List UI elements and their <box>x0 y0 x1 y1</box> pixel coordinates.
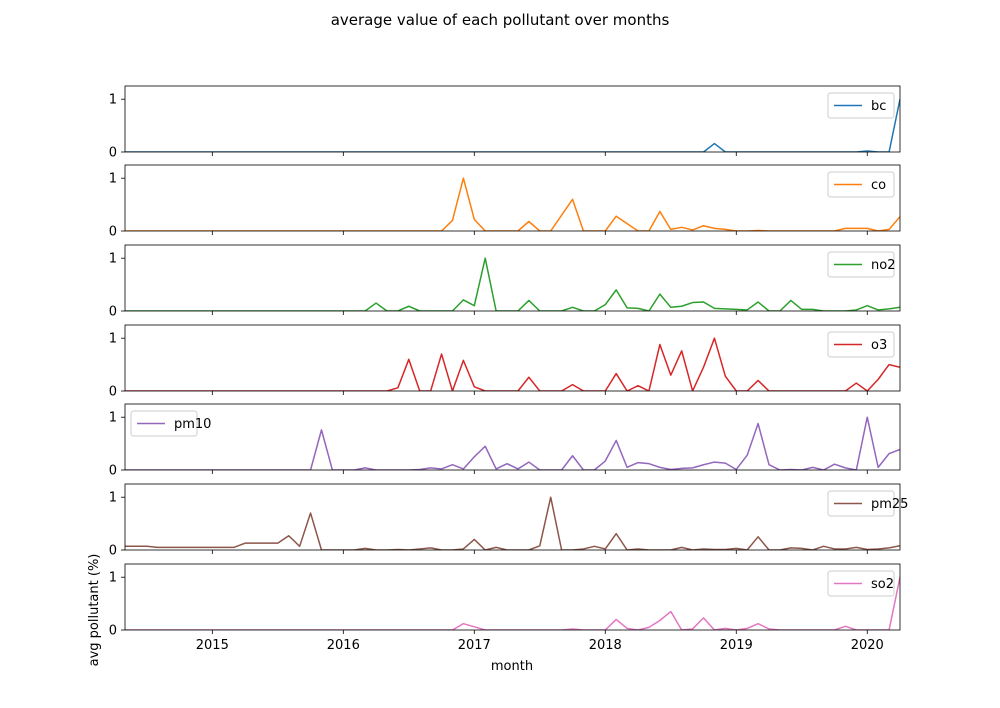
subplot-co: 0 1 co <box>109 164 901 240</box>
x-tick-label-2017: 2017 <box>458 638 491 653</box>
x-tick-label-2016: 2016 <box>327 638 360 653</box>
y-tick-label-so2-1: 1 <box>109 571 117 586</box>
legend-so2: so2 <box>827 570 895 597</box>
legend-o3: o3 <box>827 331 895 358</box>
legend-pm25: pm25 <box>827 490 908 517</box>
legend-label-so2: so2 <box>871 577 894 592</box>
chart-title: average value of each pollutant over mon… <box>331 11 670 29</box>
subplot-no2: 0 1 no2 <box>109 244 901 320</box>
axes-frame-o3 <box>124 324 901 392</box>
x-tick-label-2015: 2015 <box>196 638 229 653</box>
legend-pm10: pm10 <box>130 410 211 437</box>
series-line-pm25 <box>125 496 900 550</box>
series-line-o3 <box>125 337 900 391</box>
y-axis-label: avg pollutant (%) <box>87 554 102 667</box>
series-line-bc <box>125 99 900 152</box>
series-line-so2 <box>125 577 900 630</box>
axes-frame-pm10 <box>124 403 901 471</box>
y-tick-label-bc-0: 0 <box>109 146 117 161</box>
series-line-no2 <box>125 257 900 311</box>
legend-label-pm25: pm25 <box>871 497 908 512</box>
series-line-pm10 <box>125 416 900 470</box>
y-tick-label-no2-0: 0 <box>109 305 117 320</box>
y-tick-label-co-1: 1 <box>109 172 117 187</box>
y-tick-label-pm10-1: 1 <box>109 411 117 426</box>
y-tick-label-o3-1: 1 <box>109 332 117 347</box>
legend-label-co: co <box>871 178 886 193</box>
axes-frame-so2 <box>124 563 901 631</box>
subplot-so2: 0 1 2015 2016 2017 2018 2019 2020 so2 <box>109 563 901 653</box>
x-tick-label-2020: 2020 <box>851 638 884 653</box>
x-tick-label-2019: 2019 <box>720 638 753 653</box>
y-tick-label-pm25-0: 0 <box>109 544 117 559</box>
axes-frame-no2 <box>124 244 901 312</box>
series-line-co <box>125 177 900 231</box>
legend-bc: bc <box>827 92 895 119</box>
axes-frame-bc <box>124 85 901 153</box>
y-tick-label-no2-1: 1 <box>109 252 117 267</box>
y-tick-label-co-0: 0 <box>109 225 117 240</box>
subplot-pm25: 0 1 pm25 <box>109 483 908 559</box>
subplot-o3: 0 1 o3 <box>109 324 901 400</box>
legend-co: co <box>827 171 895 198</box>
legend-label-bc: bc <box>871 99 886 114</box>
legend-no2: no2 <box>827 251 895 278</box>
y-tick-label-pm25-1: 1 <box>109 491 117 506</box>
x-tick-label-2018: 2018 <box>589 638 622 653</box>
legend-label-no2: no2 <box>871 258 895 273</box>
axes-frame-pm25 <box>124 483 901 551</box>
y-tick-label-o3-0: 0 <box>109 385 117 400</box>
x-axis-label: month <box>491 659 533 674</box>
y-tick-label-bc-1: 1 <box>109 93 117 108</box>
legend-label-pm10: pm10 <box>174 417 211 432</box>
y-tick-label-pm10-0: 0 <box>109 464 117 479</box>
subplot-bc: 0 1 bc <box>109 85 901 161</box>
axes-frame-co <box>124 164 901 232</box>
legend-label-o3: o3 <box>871 338 887 353</box>
subplot-panels: 0 1 bc 0 1 co 0 1 no2 0 1 o3 0 1 pm10 0 1 pm25 0 1 2015 2016 2… <box>109 85 908 653</box>
subplot-pm10: 0 1 pm10 <box>109 403 901 479</box>
y-tick-label-so2-0: 0 <box>109 624 117 639</box>
